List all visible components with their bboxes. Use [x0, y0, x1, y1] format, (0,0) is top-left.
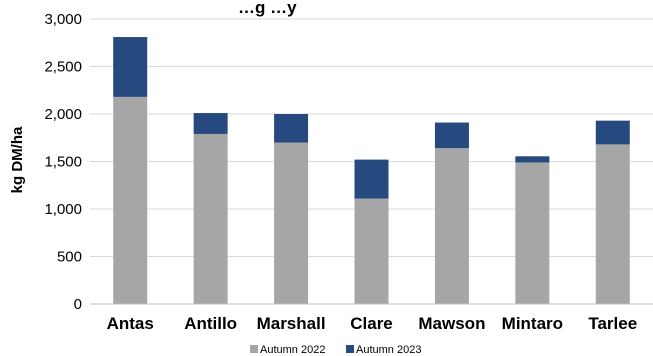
legend: Autumn 2022 Autumn 2023 [250, 344, 421, 356]
legend-swatch [250, 345, 258, 353]
y-tick-label: 0 [74, 296, 82, 313]
x-tick-label: Clare [350, 314, 393, 333]
bar-mintaro-autumn-2023 [515, 156, 550, 163]
y-tick-label: 3,000 [44, 11, 82, 28]
bar-mawson-autumn-2023 [434, 122, 469, 149]
x-axis-ticks: Antas Antillo Marshall Clare Mawson Mintaro Ta… [107, 314, 638, 333]
bar-tarlee-autumn-2022 [595, 144, 630, 304]
bar-marshall-autumn-2022 [274, 142, 309, 304]
y-tick-label: 1,500 [44, 154, 82, 171]
y-tick-label: 500 [57, 249, 82, 266]
bar-antillo-autumn-2022 [193, 133, 228, 304]
x-tick-label: Mintaro [502, 314, 563, 333]
chart-title: …g …y [238, 0, 297, 17]
bar-clare-autumn-2023 [354, 159, 389, 199]
bar-tarlee-autumn-2023 [595, 120, 630, 145]
x-tick-label: Antas [107, 314, 154, 333]
y-tick-label: 2,500 [44, 59, 82, 76]
bar-antas-autumn-2023 [113, 37, 148, 97]
legend-label: Autumn 2022 [260, 344, 325, 356]
x-tick-label: Antillo [184, 314, 237, 333]
legend-label: Autumn 2023 [356, 344, 421, 356]
bar-antillo-autumn-2023 [193, 113, 228, 134]
bar-mintaro-autumn-2022 [515, 162, 550, 304]
legend-swatch [346, 345, 354, 353]
y-axis-ticks: 0 500 1,000 1,500 2,000 2,500 3,000 [44, 11, 82, 313]
x-tick-label: Tarlee [588, 314, 637, 333]
bar-marshall-autumn-2023 [274, 114, 309, 143]
bar-mawson-autumn-2022 [434, 148, 469, 304]
x-tick-label: Mawson [418, 314, 485, 333]
bar-clare-autumn-2022 [354, 198, 389, 304]
y-tick-label: 1,000 [44, 201, 82, 218]
bar-antas-autumn-2022 [113, 96, 148, 305]
y-tick-label: 2,000 [44, 106, 82, 123]
x-tick-label: Marshall [257, 314, 326, 333]
y-axis-title: kg DM/ha [9, 126, 26, 193]
bars [113, 37, 630, 305]
